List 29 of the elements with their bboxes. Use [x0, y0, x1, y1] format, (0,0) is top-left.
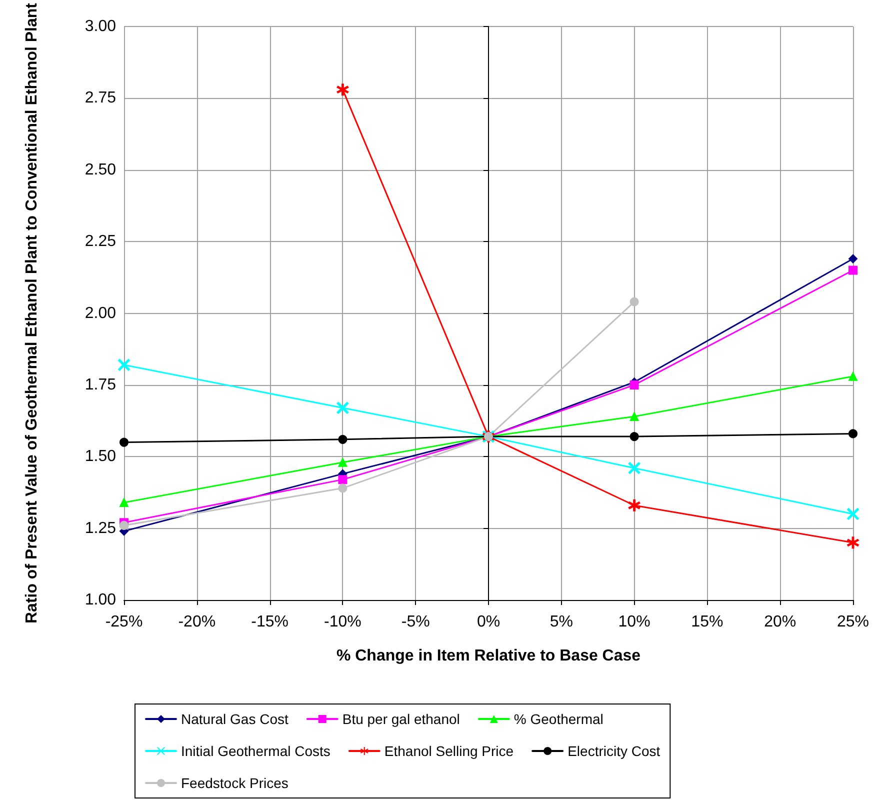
- x-tick-label: 0%: [476, 614, 500, 630]
- x-tick-label: 10%: [618, 614, 650, 630]
- y-tick-label: 2.50: [84, 161, 116, 178]
- x-tick-label: -25%: [105, 614, 143, 630]
- legend-label: Initial Geothermal Costs: [181, 743, 330, 759]
- x-tick-label: 5%: [550, 614, 573, 630]
- y-tick-label: 3.00: [84, 18, 116, 36]
- legend-label: % Geothermal: [514, 711, 604, 727]
- x-tick-label: -15%: [251, 614, 288, 630]
- y-tick-label: 1.25: [84, 520, 116, 537]
- x-tick-label: 20%: [764, 614, 796, 630]
- x-tick-label: -10%: [324, 614, 362, 630]
- y-tick-label: 1.50: [84, 448, 116, 466]
- legend-label: Feedstock Prices: [181, 775, 288, 791]
- x-tick-label: 25%: [836, 614, 870, 630]
- y-axis-title: Ratio of Present Value of Geothermal Ethanol Plant to Conventional Ethanol Plant: [24, 2, 40, 624]
- legend-label: Natural Gas Cost: [181, 711, 288, 727]
- legend-label: Ethanol Selling Price: [384, 743, 514, 759]
- x-tick-label: -5%: [401, 614, 430, 630]
- y-tick-label: 2.00: [84, 304, 116, 322]
- x-tick-label: 15%: [691, 614, 724, 630]
- y-tick-label: 1.00: [84, 592, 116, 608]
- legend-label: Electricity Cost: [568, 743, 660, 759]
- x-tick-label: -20%: [178, 614, 216, 630]
- y-tick-label: 1.75: [84, 376, 116, 394]
- y-tick-label: 2.25: [84, 233, 116, 250]
- x-axis-title: % Change in Item Relative to Base Case: [336, 648, 641, 664]
- y-tick-label: 2.75: [84, 90, 116, 107]
- legend-label: Btu per gal ethanol: [342, 711, 460, 727]
